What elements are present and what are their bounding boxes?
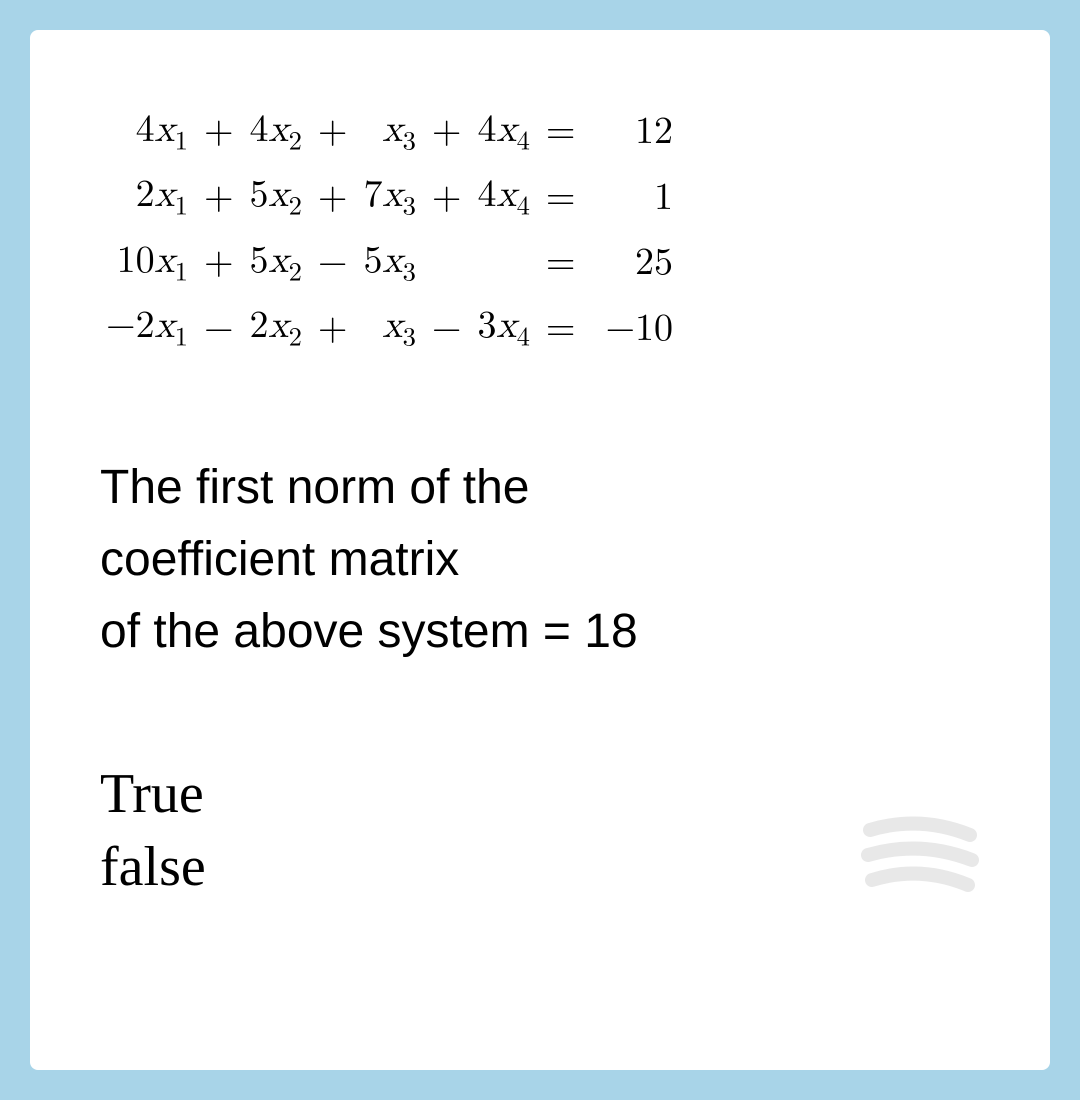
coef: 5	[364, 242, 383, 280]
question-card: 4x1 + 4x2 + x3 + 4x4 = 12 2x1 + 5x2 + 7x…	[30, 30, 1050, 1070]
answer-false[interactable]: false	[100, 831, 990, 904]
coef: 3	[477, 307, 496, 345]
question-statement: The first norm of the coefficient matrix…	[100, 452, 990, 668]
op: +	[194, 231, 244, 296]
answer-true[interactable]: True	[100, 758, 990, 831]
equation-row: −2x1 − 2x2 + x3 − 3x4 = −10	[100, 296, 679, 361]
equals: =	[536, 100, 586, 165]
coef: 10	[117, 242, 155, 280]
coef: 4	[136, 111, 155, 149]
coef: 5	[250, 242, 269, 280]
coef: 7	[364, 176, 383, 214]
op: +	[308, 100, 358, 165]
coef: 5	[250, 176, 269, 214]
equals: =	[536, 165, 586, 230]
op: +	[308, 296, 358, 361]
op: −	[422, 296, 472, 361]
answer-options: True false	[100, 758, 990, 904]
op: +	[308, 165, 358, 230]
statement-line: coefficient matrix	[100, 524, 990, 596]
coef-empty	[471, 231, 535, 296]
op: −	[308, 231, 358, 296]
eraser-mark	[860, 810, 980, 900]
op: +	[194, 100, 244, 165]
coef: 4	[477, 111, 496, 149]
op	[422, 231, 472, 296]
statement-line: The first norm of the	[100, 452, 990, 524]
rhs: 1	[585, 165, 679, 230]
coef: 4	[250, 111, 269, 149]
equation-row: 2x1 + 5x2 + 7x3 + 4x4 = 1	[100, 165, 679, 230]
coef: 2	[250, 307, 269, 345]
equation-table: 4x1 + 4x2 + x3 + 4x4 = 12 2x1 + 5x2 + 7x…	[100, 100, 679, 362]
coef: 2	[136, 176, 155, 214]
op: +	[194, 165, 244, 230]
coef: −2	[106, 307, 155, 345]
equation-row: 10x1 + 5x2 − 5x3 = 25	[100, 231, 679, 296]
rhs: 12	[585, 100, 679, 165]
equation-system: 4x1 + 4x2 + x3 + 4x4 = 12 2x1 + 5x2 + 7x…	[100, 100, 990, 362]
coef: 4	[477, 176, 496, 214]
rhs: 25	[585, 231, 679, 296]
equals: =	[536, 231, 586, 296]
rhs: −10	[585, 296, 679, 361]
op: +	[422, 100, 472, 165]
statement-line: of the above system = 18	[100, 596, 990, 668]
op: +	[422, 165, 472, 230]
equation-row: 4x1 + 4x2 + x3 + 4x4 = 12	[100, 100, 679, 165]
equals: =	[536, 296, 586, 361]
op: −	[194, 296, 244, 361]
